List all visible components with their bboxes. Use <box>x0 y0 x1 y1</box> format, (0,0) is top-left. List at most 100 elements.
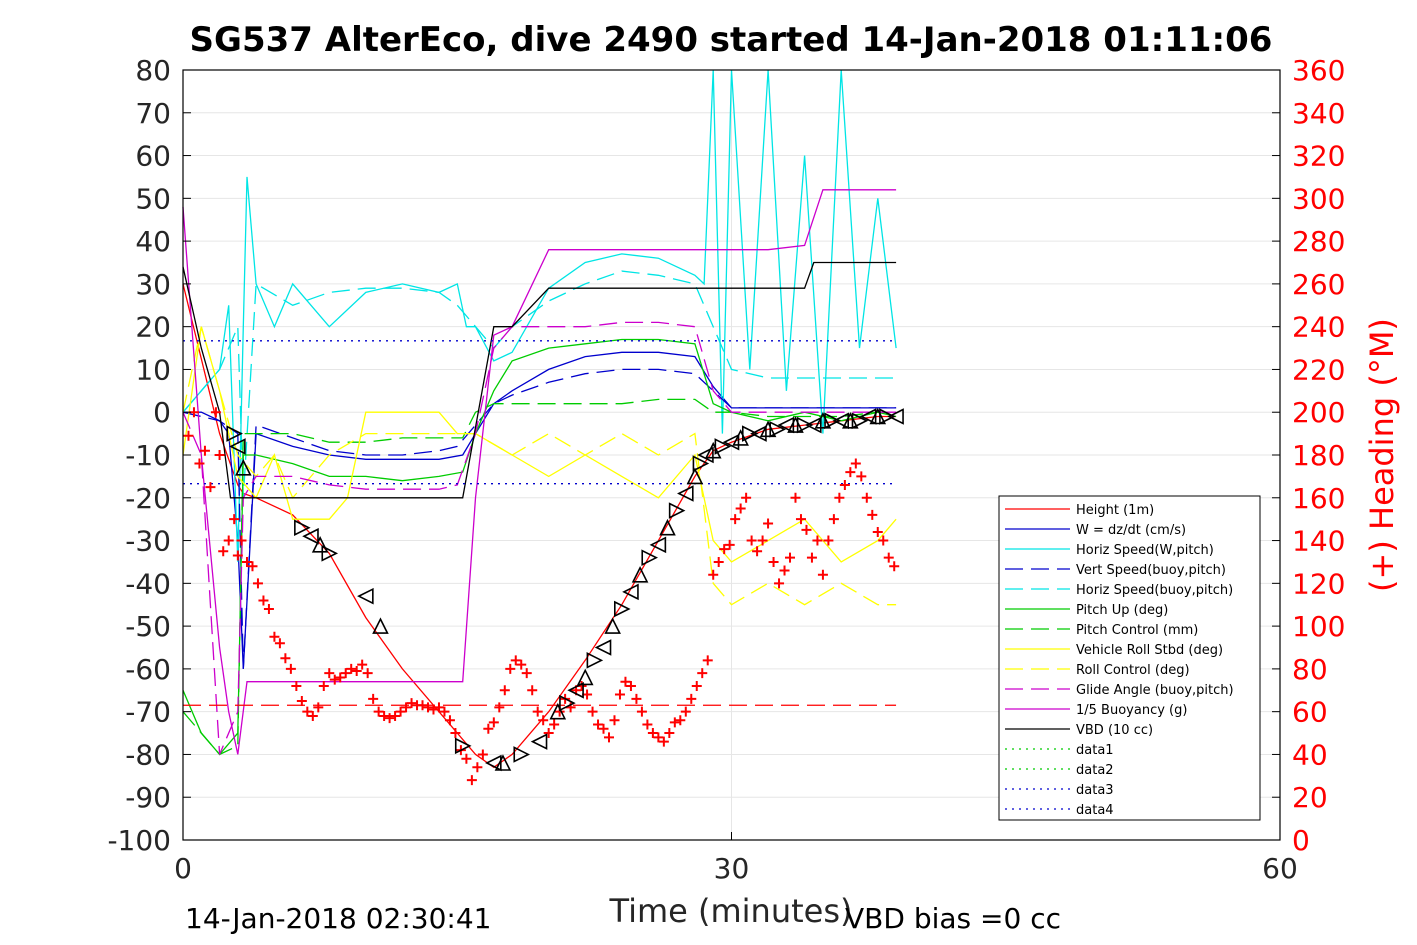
heading-point <box>801 524 812 535</box>
series-line-5 <box>182 338 897 756</box>
heading-point <box>194 458 205 469</box>
heading-point <box>510 655 521 666</box>
heading-point <box>401 702 412 713</box>
heading-point <box>357 659 368 670</box>
heading-point <box>494 702 505 713</box>
glider-marker <box>741 425 759 442</box>
x-tick-label: 60 <box>1262 852 1298 885</box>
heading-point <box>790 492 801 503</box>
y-right-tick-label: 80 <box>1292 653 1328 686</box>
heading-point <box>483 723 494 734</box>
heading-point <box>604 732 615 743</box>
heading-point <box>285 663 296 674</box>
heading-point <box>214 450 225 460</box>
heading-point <box>735 503 746 514</box>
glider-marker <box>372 617 389 634</box>
heading-point <box>205 482 216 493</box>
glider-marker <box>321 545 339 562</box>
heading-point <box>335 672 346 683</box>
glider-marker <box>732 429 749 446</box>
y-tick-label: -30 <box>125 525 171 558</box>
series-line-11 <box>182 261 897 499</box>
legend-entry: data3 <box>1076 783 1114 798</box>
glider-marker <box>649 536 667 554</box>
heading-point <box>505 663 516 674</box>
heading-point <box>439 706 450 717</box>
legend-entry: data2 <box>1076 763 1114 778</box>
glider-marker <box>357 587 374 605</box>
legend-box <box>998 495 1261 821</box>
y-right-tick-label: 360 <box>1292 54 1345 87</box>
heading-point <box>229 514 240 525</box>
legend-entry: Vehicle Roll Stbd (deg) <box>1076 643 1223 658</box>
glider-marker <box>887 408 904 425</box>
heading-point <box>395 706 406 717</box>
heading-point <box>768 556 779 567</box>
glider-marker <box>787 416 804 433</box>
y-right-tick-label: 40 <box>1292 738 1328 771</box>
heading-point <box>719 544 730 555</box>
glider-marker <box>869 407 887 425</box>
y-tick-label: -80 <box>125 738 171 771</box>
heading-point <box>199 445 210 456</box>
heading-point <box>746 535 757 546</box>
heading-point <box>587 706 598 717</box>
heading-point <box>817 569 828 580</box>
heading-point <box>499 685 510 696</box>
glider-marker <box>235 459 252 476</box>
heading-point <box>258 595 269 606</box>
heading-point <box>329 674 340 685</box>
heading-point <box>812 535 823 546</box>
heading-point <box>466 775 477 786</box>
heading-point <box>664 728 675 739</box>
y-right-tick-label: 320 <box>1292 140 1345 173</box>
heading-point <box>691 681 702 691</box>
glider-marker <box>714 438 732 455</box>
markers-layer <box>183 407 904 786</box>
heading-point <box>785 552 796 563</box>
legend-entry: Pitch Up (deg) <box>1076 603 1168 618</box>
heading-point <box>346 663 357 674</box>
legend-entry: Vert Speed(buoy,pitch) <box>1076 563 1226 578</box>
legend-entry: Height (1m) <box>1076 503 1154 518</box>
heading-point <box>757 535 768 546</box>
y-tick-label: -70 <box>125 696 171 729</box>
heading-point <box>516 659 527 670</box>
glider-marker <box>769 421 786 438</box>
heading-point <box>488 717 499 728</box>
legend-entry: Roll Control (deg) <box>1076 663 1190 678</box>
y-tick-label: 10 <box>135 353 171 386</box>
heading-point <box>351 666 362 677</box>
glider-marker <box>513 746 531 763</box>
heading-point <box>593 719 604 730</box>
glider-marker <box>842 411 859 429</box>
heading-point <box>549 719 560 730</box>
right-axis-label: (+) Heading (°M) <box>1363 318 1401 592</box>
heading-point <box>373 706 384 717</box>
glider-marker <box>759 420 777 438</box>
heading-point <box>631 693 642 704</box>
y-right-tick-label: 200 <box>1292 396 1345 429</box>
heading-point <box>417 700 428 711</box>
heading-point <box>647 728 658 739</box>
glider-marker <box>576 668 594 686</box>
heading-point <box>845 467 856 478</box>
heading-point <box>730 514 741 525</box>
heading-point <box>823 535 834 546</box>
heading-point <box>763 518 774 529</box>
heading-point <box>883 552 894 563</box>
glider-marker <box>622 583 639 601</box>
heading-point <box>713 556 724 567</box>
y-right-tick-label: 220 <box>1292 353 1345 386</box>
heading-point <box>856 471 867 482</box>
glider-marker <box>594 639 612 656</box>
heading-point <box>263 604 274 614</box>
heading-point <box>708 569 719 580</box>
heading-point <box>779 565 790 576</box>
heading-point <box>384 713 395 724</box>
glider-marker <box>311 536 329 553</box>
legend: Height (1m) W = dz/dt (cm/s) Horiz Speed(W… <box>998 495 1261 821</box>
glider-marker <box>832 412 849 430</box>
y-tick-label: -60 <box>125 653 171 686</box>
